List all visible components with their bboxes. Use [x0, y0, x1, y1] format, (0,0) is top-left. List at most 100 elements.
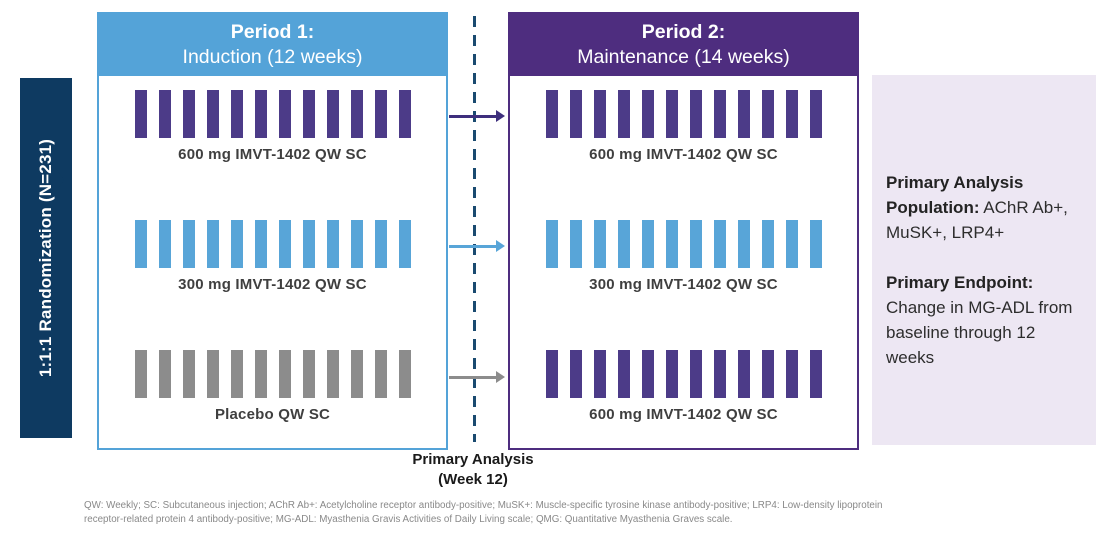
week-tick-bar	[230, 220, 243, 268]
primary-analysis-divider-line	[473, 16, 476, 442]
endpoint-section: Primary Endpoint: Change in MG-ADL from …	[886, 270, 1083, 370]
week-tick-bar	[398, 350, 411, 398]
dose-tick-bars	[545, 220, 822, 268]
milestone-line1: Primary Analysis	[412, 451, 534, 468]
week-tick-bar	[689, 350, 702, 398]
week-tick-bar	[617, 90, 630, 138]
dose-tick-bars	[134, 350, 411, 398]
population-label: Primary Analysis Population:	[886, 173, 1024, 217]
week-tick-bar	[278, 220, 291, 268]
transition-arrow-300mg	[449, 240, 505, 252]
dose-tick-bars	[545, 90, 822, 138]
week-tick-bar	[593, 350, 606, 398]
week-tick-bar	[278, 90, 291, 138]
week-tick-bar	[809, 220, 822, 268]
week-tick-bar	[302, 350, 315, 398]
period1-subtitle: Induction (12 weeks)	[182, 45, 363, 68]
dose-label: Placebo QW SC	[214, 406, 331, 423]
dose-label: 600 mg IMVT-1402 QW SC	[589, 146, 778, 163]
transition-arrow-placebo	[449, 371, 505, 383]
dose-label: 600 mg IMVT-1402 QW SC	[178, 146, 367, 163]
week-tick-bar	[374, 220, 387, 268]
week-tick-bar	[230, 90, 243, 138]
period2-title: Period 2:	[641, 20, 726, 43]
week-tick-bar	[158, 90, 171, 138]
period2-box: Period 2: Maintenance (14 weeks) 600 mg …	[508, 12, 859, 450]
endpoint-label: Primary Endpoint:	[886, 273, 1034, 292]
week-tick-bar	[350, 90, 363, 138]
week-tick-bar	[254, 220, 267, 268]
transition-arrow-600mg	[449, 110, 505, 122]
week-tick-bar	[785, 220, 798, 268]
week-tick-bar	[254, 350, 267, 398]
week-tick-bar	[206, 350, 219, 398]
week-tick-bar	[158, 350, 171, 398]
week-tick-bar	[398, 90, 411, 138]
week-tick-bar	[665, 220, 678, 268]
population-value: AChR Ab+, MuSK+, LRP4+	[886, 198, 1068, 242]
milestone-line2: (Week 12)	[438, 471, 508, 488]
week-tick-bar	[593, 90, 606, 138]
week-tick-bar	[785, 350, 798, 398]
primary-analysis-info-panel: Primary Analysis Population: AChR Ab+, M…	[872, 75, 1096, 445]
week-tick-bar	[593, 220, 606, 268]
period2-subtitle: Maintenance (14 weeks)	[577, 45, 790, 68]
week-tick-bar	[689, 90, 702, 138]
abbreviations-footnote: QW: Weekly; SC: Subcutaneous injection; …	[84, 500, 883, 525]
week-tick-bar	[761, 90, 774, 138]
week-tick-bar	[326, 90, 339, 138]
week-tick-bar	[182, 350, 195, 398]
week-tick-bar	[545, 350, 558, 398]
period2-row-600mg-crossover: 600 mg IMVT-1402 QW SC	[510, 350, 857, 423]
arrow-head-icon	[496, 110, 505, 122]
week-tick-bar	[617, 220, 630, 268]
week-tick-bar	[374, 350, 387, 398]
week-tick-bar	[302, 220, 315, 268]
week-tick-bar	[809, 90, 822, 138]
week-tick-bar	[545, 220, 558, 268]
dose-label: 600 mg IMVT-1402 QW SC	[589, 406, 778, 423]
week-tick-bar	[713, 90, 726, 138]
period1-row-600mg: 600 mg IMVT-1402 QW SC	[99, 90, 446, 163]
period2-row-300mg: 300 mg IMVT-1402 QW SC	[510, 220, 857, 293]
period1-box: Period 1: Induction (12 weeks) 600 mg IM…	[97, 12, 448, 450]
week-tick-bar	[569, 220, 582, 268]
week-tick-bar	[809, 350, 822, 398]
period2-row-600mg: 600 mg IMVT-1402 QW SC	[510, 90, 857, 163]
week-tick-bar	[641, 350, 654, 398]
week-tick-bar	[641, 90, 654, 138]
week-tick-bar	[134, 220, 147, 268]
week-tick-bar	[374, 90, 387, 138]
week-tick-bar	[350, 350, 363, 398]
week-tick-bar	[761, 350, 774, 398]
week-tick-bar	[278, 350, 291, 398]
endpoint-value: Change in MG-ADL from baseline through 1…	[886, 298, 1073, 367]
week-tick-bar	[665, 350, 678, 398]
population-section: Primary Analysis Population: AChR Ab+, M…	[886, 173, 1068, 242]
period1-header: Period 1: Induction (12 weeks)	[98, 13, 447, 76]
week-tick-bar	[713, 220, 726, 268]
week-tick-bar	[398, 220, 411, 268]
week-tick-bar	[206, 90, 219, 138]
week-tick-bar	[785, 90, 798, 138]
dose-label: 300 mg IMVT-1402 QW SC	[589, 276, 778, 293]
week-tick-bar	[737, 90, 750, 138]
week-tick-bar	[569, 90, 582, 138]
period1-row-300mg: 300 mg IMVT-1402 QW SC	[99, 220, 446, 293]
week-tick-bar	[302, 90, 315, 138]
week-tick-bar	[158, 220, 171, 268]
randomization-banner: 1:1:1 Randomization (N=231)	[20, 78, 72, 438]
week-tick-bar	[134, 90, 147, 138]
week-tick-bar	[641, 220, 654, 268]
dose-tick-bars	[134, 220, 411, 268]
week-tick-bar	[206, 220, 219, 268]
week-tick-bar	[689, 220, 702, 268]
week-tick-bar	[713, 350, 726, 398]
week-tick-bar	[182, 220, 195, 268]
week-tick-bar	[230, 350, 243, 398]
dose-label: 300 mg IMVT-1402 QW SC	[178, 276, 367, 293]
week-tick-bar	[182, 90, 195, 138]
week-tick-bar	[617, 350, 630, 398]
period1-title: Period 1:	[230, 20, 315, 43]
arrow-head-icon	[496, 240, 505, 252]
